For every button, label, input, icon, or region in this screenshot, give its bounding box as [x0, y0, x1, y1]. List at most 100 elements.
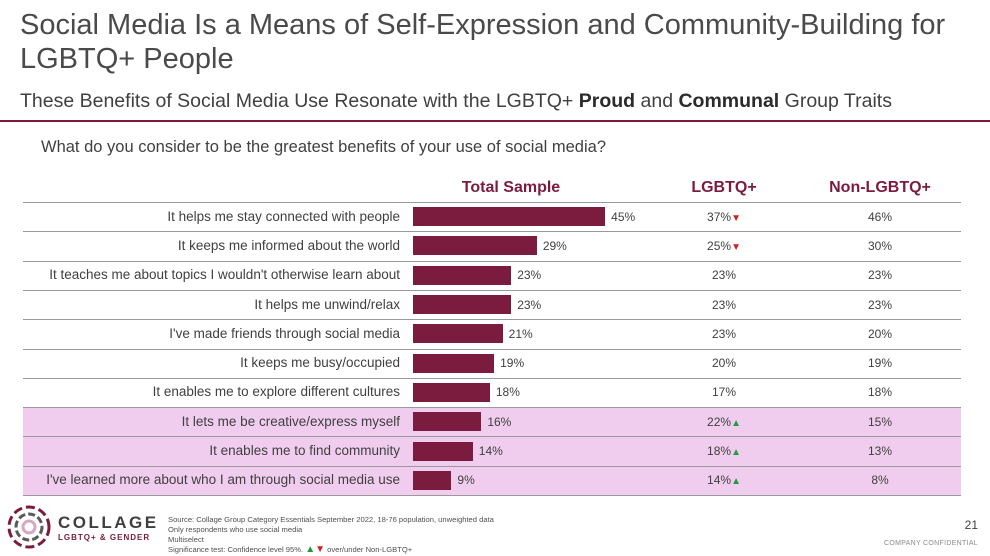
lgbtq-value: 25%▼ [664, 239, 784, 253]
non-lgbtq-value: 20% [867, 326, 893, 341]
down-arrow-icon: ▼ [731, 241, 741, 253]
lgbtq-value-text: 25% [707, 238, 732, 253]
category-label: It enables me to find community [209, 443, 400, 459]
up-arrow-icon: ▲ [731, 447, 741, 459]
lgbtq-value: 22%▲ [664, 415, 784, 429]
bar-value-label: 16% [487, 414, 512, 429]
source-line: Only respondents who use social media [168, 525, 303, 534]
significance-prefix: Significance test: Confidence level 95%. [168, 545, 304, 554]
bar-total-sample [413, 236, 537, 256]
bar-total-sample [413, 265, 512, 285]
subtitle-prefix: These Benefits of Social Media Use Reson… [20, 90, 579, 112]
column-header-total-sample: Total Sample [461, 179, 561, 196]
significance-suffix: over/under Non-LGBTQ+ [327, 545, 413, 554]
subtitle-suffix: Group Traits [779, 90, 892, 112]
row-divider [23, 465, 961, 467]
up-arrow-icon: ▲ [731, 476, 741, 488]
title-divider [0, 120, 990, 122]
category-label: I've learned more about who I am through… [46, 472, 400, 488]
non-lgbtq-value: 23% [867, 268, 893, 283]
row-divider [23, 348, 961, 350]
category-label: It enables me to explore different cultu… [152, 384, 400, 400]
confidential-label: COMPANY CONFIDENTIAL [883, 540, 978, 547]
row-divider [23, 231, 961, 233]
lgbtq-value: 23% [664, 327, 784, 341]
page-title: Social Media Is a Means of Self-Expressi… [20, 9, 946, 75]
lgbtq-value-text: 14% [707, 473, 732, 488]
page-subtitle: These Benefits of Social Media Use Reson… [20, 89, 980, 113]
collage-logo-icon [7, 505, 51, 549]
non-lgbtq-value: 18% [867, 385, 893, 400]
row-divider [23, 495, 961, 496]
lgbtq-value: 23% [664, 268, 784, 282]
category-label: It helps me unwind/relax [254, 296, 400, 312]
column-header-lgbtq: LGBTQ+ [691, 179, 757, 196]
category-label: It lets me be creative/express myself [181, 413, 400, 429]
lgbtq-value: 20% [664, 356, 784, 370]
non-lgbtq-value: 8% [871, 473, 889, 488]
highlighted-row [23, 466, 961, 495]
bar-total-sample [413, 295, 512, 315]
bar-total-sample [413, 382, 490, 402]
lgbtq-value-text: 17% [711, 385, 737, 400]
lgbtq-value-text: 37% [707, 209, 732, 224]
lgbtq-value: 23% [664, 298, 784, 312]
survey-question: What do you consider to be the greatest … [41, 138, 606, 156]
non-lgbtq-value: 23% [867, 297, 893, 312]
bar-value-label: 23% [517, 268, 542, 283]
bar-total-sample [413, 470, 452, 490]
lgbtq-value-text: 18% [707, 444, 732, 459]
bar-total-sample [413, 207, 606, 227]
up-arrow-icon: ▲ [305, 544, 316, 555]
non-lgbtq-value: 15% [867, 414, 893, 429]
subtitle-middle: and [635, 90, 679, 112]
lgbtq-value-text: 20% [711, 356, 737, 371]
row-divider [23, 436, 961, 438]
lgbtq-value: 18%▲ [664, 444, 784, 458]
subtitle-bold-proud: Proud [578, 90, 636, 112]
significance-note: Significance test: Confidence level 95%.… [168, 545, 494, 555]
highlighted-row [23, 408, 961, 437]
lgbtq-value-text: 22% [707, 414, 732, 429]
non-lgbtq-value: 46% [867, 209, 893, 224]
non-lgbtq-value: 19% [867, 356, 893, 371]
lgbtq-value-text: 23% [711, 268, 737, 283]
bar-value-label: 14% [478, 444, 503, 459]
column-header-non-lgbtq: Non-LGBTQ+ [829, 179, 931, 196]
lgbtq-value: 17% [664, 385, 784, 399]
bar-total-sample [413, 412, 482, 432]
bar-value-label: 45% [611, 209, 636, 224]
row-divider [23, 319, 961, 321]
subtitle-bold-communal: Communal [678, 90, 780, 112]
lgbtq-value: 37%▼ [664, 210, 784, 224]
non-lgbtq-value: 13% [867, 444, 893, 459]
category-label: It keeps me informed about the world [177, 237, 400, 253]
bar-value-label: 23% [517, 297, 542, 312]
row-divider [23, 260, 961, 262]
page-number: 21 [964, 518, 978, 532]
row-divider [23, 407, 961, 409]
non-lgbtq-value: 30% [867, 238, 893, 253]
category-label: It teaches me about topics I wouldn't ot… [49, 267, 400, 283]
category-label: It keeps me busy/occupied [240, 355, 400, 371]
down-arrow-icon: ▼ [315, 544, 326, 555]
source-line: Multiselect [168, 535, 204, 544]
up-arrow-icon: ▲ [731, 417, 741, 429]
source-notes: Source: Collage Group Category Essential… [168, 515, 494, 555]
down-arrow-icon: ▼ [731, 212, 741, 224]
lgbtq-value: 14%▲ [664, 473, 784, 487]
row-divider [23, 202, 961, 203]
row-divider [23, 377, 961, 379]
bar-total-sample [413, 441, 473, 461]
category-label: I've made friends through social media [169, 325, 400, 341]
bar-value-label: 29% [542, 238, 567, 253]
bar-value-label: 9% [457, 473, 475, 488]
brand-name: COLLAGE [58, 513, 159, 532]
bar-value-label: 18% [495, 385, 520, 400]
lgbtq-value-text: 23% [711, 326, 737, 341]
highlighted-row [23, 437, 961, 466]
bar-total-sample [413, 353, 495, 373]
row-divider [23, 289, 961, 291]
bar-value-label: 21% [508, 326, 533, 341]
bar-value-label: 19% [500, 356, 525, 371]
